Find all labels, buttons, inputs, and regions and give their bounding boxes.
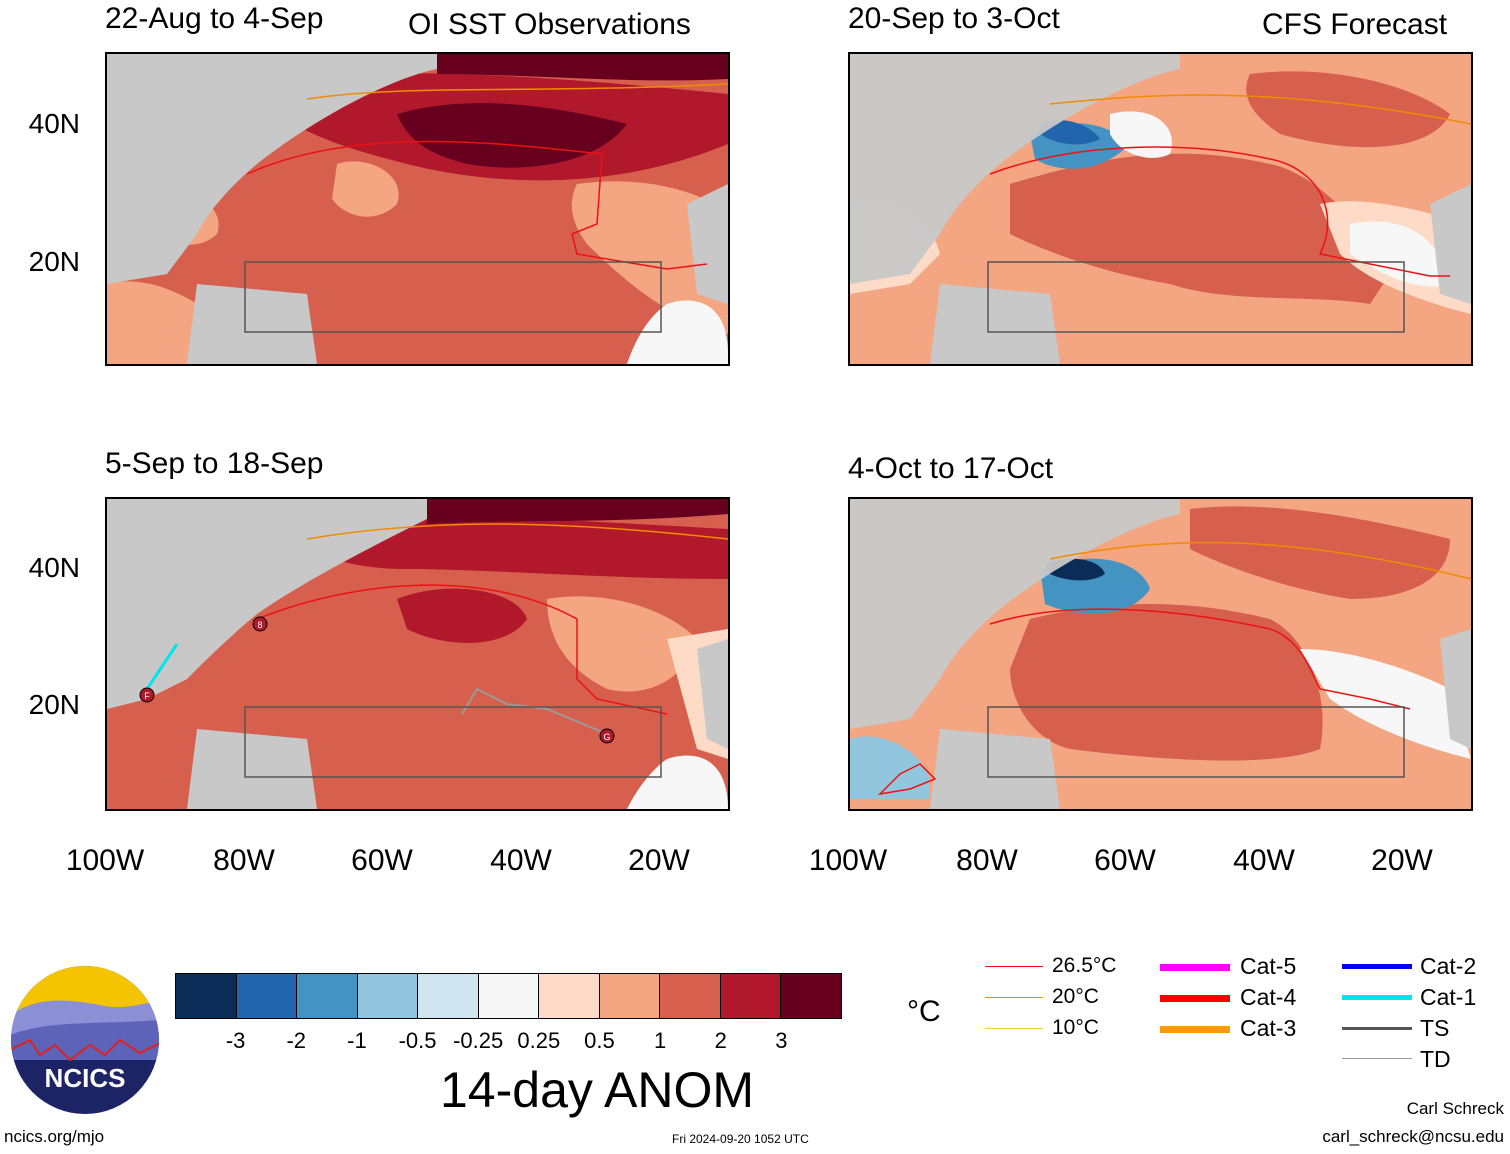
colorbar-swatch <box>660 974 721 1018</box>
lat-label-40n: 40N <box>28 552 80 583</box>
colorbar-tick-label: -0.25 <box>453 1028 504 1053</box>
colorbar-swatch <box>599 974 661 1018</box>
colorbar-tick-label: -2 <box>286 1028 307 1053</box>
legend-cat4-label: Cat-4 <box>1240 984 1297 1010</box>
colorbar-title: 14-day ANOM <box>440 1062 755 1118</box>
lon-label: 20W <box>628 844 690 877</box>
legend-td-line <box>1342 1058 1412 1059</box>
footer-email[interactable]: carl_schreck@ncsu.edu <box>1322 1127 1504 1146</box>
lon-label: 40W <box>1233 844 1295 877</box>
colorbar-swatch <box>297 974 358 1018</box>
panel3-title-left: 5-Sep to 18-Sep <box>105 447 324 480</box>
panel2-title-right: CFS Forecast <box>1262 8 1448 41</box>
panel1-title-left: 22-Aug to 4-Sep <box>105 2 324 35</box>
legend-cat2-label: Cat-2 <box>1420 953 1477 979</box>
legend-isotherm-26-line <box>985 966 1043 967</box>
legend-cat5-label: Cat-5 <box>1240 953 1297 979</box>
footer-timestamp: Fri 2024-09-20 1052 UTC <box>672 1132 809 1146</box>
lon-label: 20W <box>1371 844 1433 877</box>
legend-isotherm-10-label: 10°C <box>1052 1016 1099 1039</box>
legend-isotherm-20-line <box>985 997 1043 998</box>
colorbar-tick-label: 0.25 <box>517 1028 561 1053</box>
lon-label: 60W <box>351 844 413 877</box>
legend-td-label: TD <box>1420 1046 1451 1072</box>
panel2-title-left: 20-Sep to 3-Oct <box>848 2 1060 35</box>
lon-label: 40W <box>490 844 552 877</box>
panel4-title-left: 4-Oct to 17-Oct <box>848 452 1054 485</box>
storm-marker-f: F <box>144 691 150 701</box>
lat-label-20n: 20N <box>28 689 80 720</box>
colorbar-tick-label: 2 <box>714 1028 727 1053</box>
map-panel-obs-1 <box>105 52 730 366</box>
colorbar-tick-label: -0.5 <box>398 1028 437 1053</box>
colorbar <box>175 973 842 1019</box>
legend-isotherm-26-label: 26.5°C <box>1052 954 1117 977</box>
units-label: °C <box>907 995 941 1028</box>
legend-ts-label: TS <box>1420 1015 1450 1041</box>
colorbar-tick-label: 1 <box>653 1028 667 1053</box>
colorbar-tick-label: -1 <box>347 1028 367 1053</box>
colorbar-swatch <box>176 974 237 1018</box>
legend-isotherm-20-label: 20°C <box>1052 985 1099 1008</box>
lat-label-40n: 40N <box>28 108 80 139</box>
lon-label: 80W <box>213 844 275 877</box>
ncics-logo: NCICS <box>10 965 160 1115</box>
lon-label: 100W <box>808 844 888 877</box>
lat-label-20n: 20N <box>28 246 80 277</box>
colorbar-tick-label: 3 <box>775 1028 788 1053</box>
legend-ts-line <box>1342 1027 1412 1030</box>
colorbar-swatch <box>720 974 782 1018</box>
map-panel-forecast-2 <box>848 497 1473 811</box>
colorbar-swatch <box>781 974 842 1018</box>
legend-cat1-label: Cat-1 <box>1420 984 1477 1010</box>
logo-text: NCICS <box>45 1063 126 1093</box>
storm-marker-g: G <box>603 732 610 742</box>
colorbar-swatch <box>539 974 600 1018</box>
lon-label: 100W <box>65 844 145 877</box>
lon-label: 80W <box>956 844 1018 877</box>
colorbar-swatch <box>478 974 540 1018</box>
colorbar-tick-label: 0.5 <box>584 1028 615 1053</box>
panel1-title-right: OI SST Observations <box>408 8 691 41</box>
colorbar-swatch <box>357 974 419 1018</box>
colorbar-swatch <box>236 974 298 1018</box>
legend-cat5-line <box>1160 964 1230 971</box>
legend-cat2-line <box>1342 964 1412 969</box>
colorbar-tick-label: -3 <box>225 1028 246 1053</box>
colorbar-swatch <box>418 974 479 1018</box>
footer-author: Carl Schreck <box>1406 1099 1504 1118</box>
legend-cat3-label: Cat-3 <box>1240 1015 1297 1041</box>
legend-cat1-line <box>1342 995 1412 1000</box>
lon-label: 60W <box>1094 844 1156 877</box>
legend-isotherm-10-line <box>985 1028 1043 1029</box>
legend-cat4-line <box>1160 995 1230 1002</box>
map-panel-forecast-1 <box>848 52 1473 366</box>
storm-marker-8: 8 <box>257 620 262 630</box>
legend-cat3-line <box>1160 1026 1230 1033</box>
footer-url[interactable]: ncics.org/mjo <box>4 1127 105 1146</box>
map-panel-obs-2: F G 8 <box>105 497 730 811</box>
